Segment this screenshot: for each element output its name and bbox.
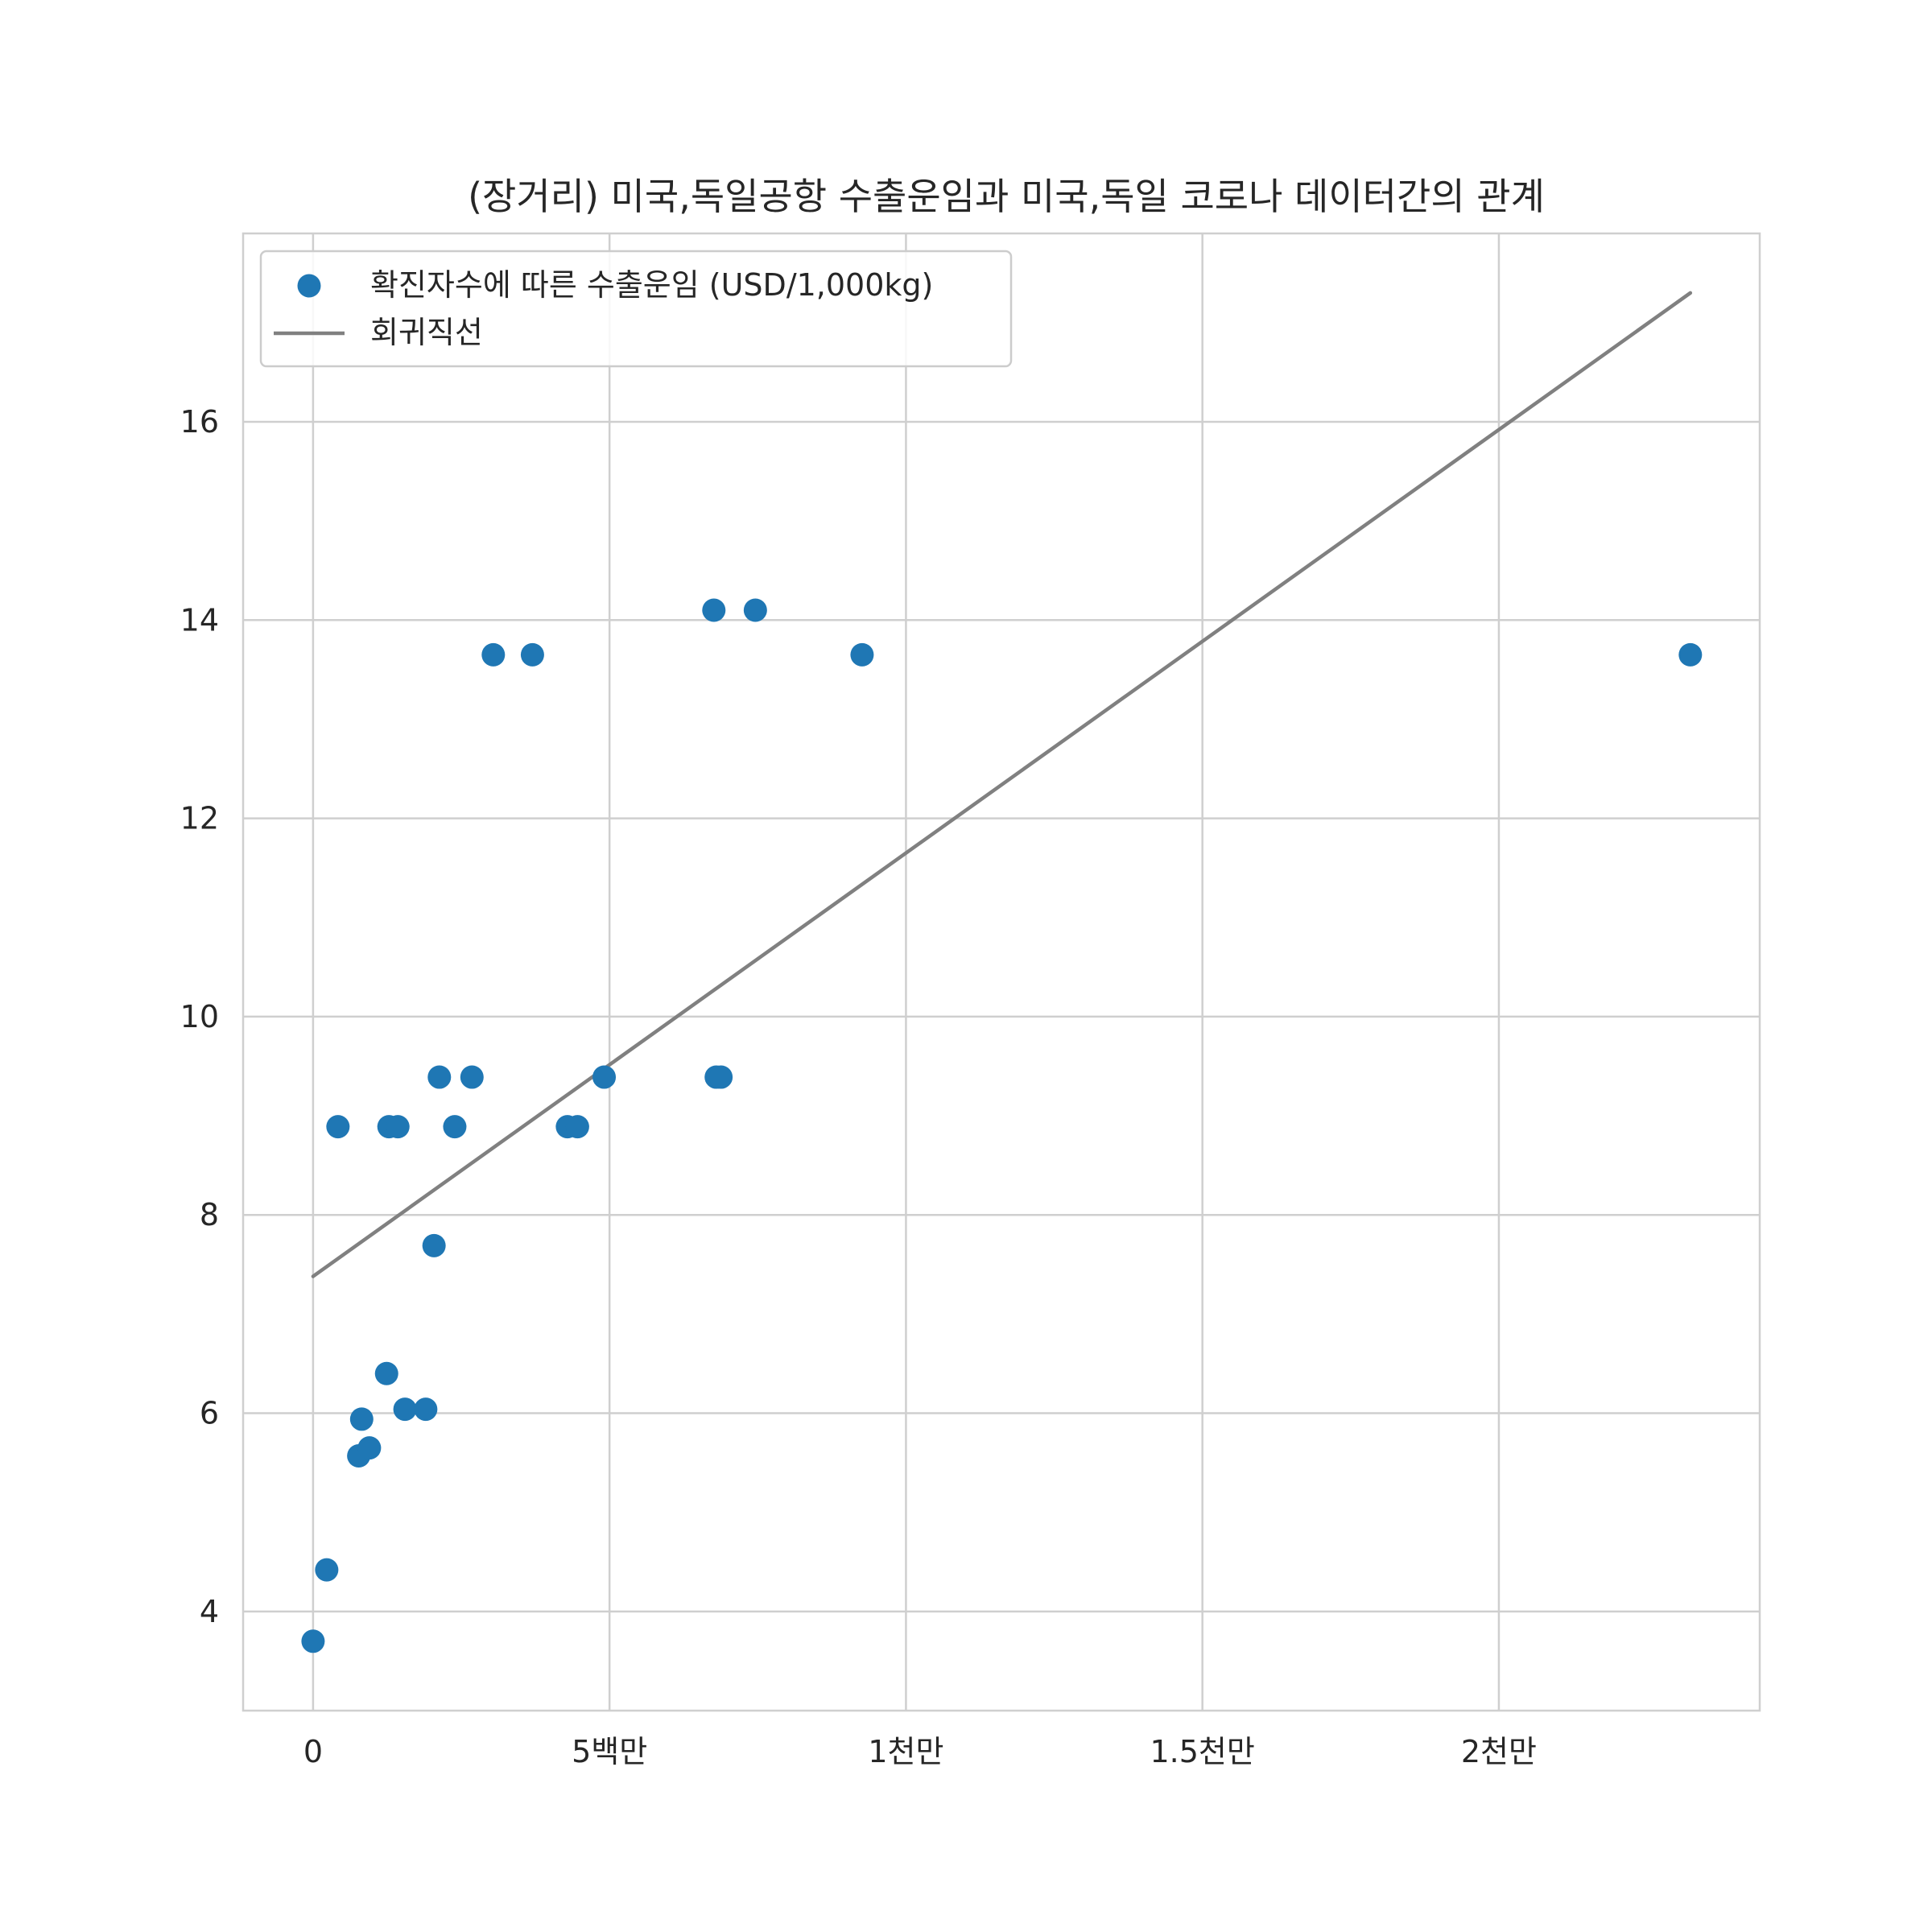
legend: 확진자수에 따른 수출운임 (USD/1,000kg) 회귀직선 bbox=[259, 250, 1013, 368]
scatter-point bbox=[386, 1115, 410, 1139]
scatter-point bbox=[443, 1115, 467, 1139]
x-tick-label: 1.5천만 bbox=[1150, 1734, 1254, 1769]
x-tick-label: 1천만 bbox=[868, 1734, 943, 1769]
legend-box bbox=[259, 250, 1013, 368]
x-tick-label: 0 bbox=[303, 1734, 323, 1769]
scatter-point bbox=[481, 642, 506, 667]
y-tick-label: 10 bbox=[180, 999, 219, 1034]
y-tick-label: 6 bbox=[200, 1396, 219, 1431]
scatter-point bbox=[460, 1065, 484, 1089]
regression-line-layer bbox=[311, 291, 1693, 1278]
scatter-point bbox=[315, 1558, 339, 1582]
y-tick-label: 16 bbox=[180, 404, 219, 440]
scatter-points bbox=[301, 598, 1703, 1653]
scatter-point bbox=[702, 598, 726, 622]
scatter-point bbox=[422, 1233, 446, 1257]
y-tick-labels: 4 6 8 10 12 14 16 bbox=[180, 404, 219, 1629]
scatter-point bbox=[374, 1361, 398, 1385]
scatter-point bbox=[565, 1115, 589, 1139]
x-tick-labels: 0 5백만 1천만 1.5천만 2천만 bbox=[303, 1734, 1537, 1769]
scatter-point bbox=[301, 1629, 325, 1653]
scatter-point bbox=[592, 1065, 617, 1089]
scatter-point bbox=[850, 642, 874, 667]
y-tick-label: 8 bbox=[200, 1197, 219, 1232]
scatter-point bbox=[520, 642, 544, 667]
y-tick-label: 14 bbox=[180, 602, 219, 638]
grid bbox=[243, 233, 1760, 1711]
scatter-point bbox=[709, 1065, 733, 1089]
regression-line bbox=[311, 291, 1693, 1278]
scatter-point bbox=[414, 1397, 438, 1422]
scatter-point bbox=[357, 1436, 382, 1460]
scatter-point bbox=[349, 1407, 374, 1431]
y-tick-label: 4 bbox=[200, 1594, 219, 1629]
x-tick-label: 2천만 bbox=[1461, 1734, 1537, 1769]
plot-frame bbox=[242, 232, 1761, 1712]
scatter-point bbox=[1678, 642, 1703, 667]
scatter-point bbox=[393, 1397, 417, 1422]
legend-label-line: 회귀직선 bbox=[370, 315, 483, 350]
scatter-point bbox=[427, 1065, 452, 1089]
scatter-point bbox=[326, 1115, 350, 1139]
chart-title: (장거리) 미국,독일공항 수출운임과 미국,독일 코로나 데이터간의 관계 bbox=[468, 175, 1545, 218]
scatter-point bbox=[743, 598, 767, 622]
y-tick-label: 12 bbox=[180, 801, 219, 836]
legend-marker-scatter bbox=[297, 274, 321, 298]
legend-label-scatter: 확진자수에 따른 수출운임 (USD/1,000kg) bbox=[370, 267, 933, 303]
x-tick-label: 5백만 bbox=[572, 1734, 647, 1769]
